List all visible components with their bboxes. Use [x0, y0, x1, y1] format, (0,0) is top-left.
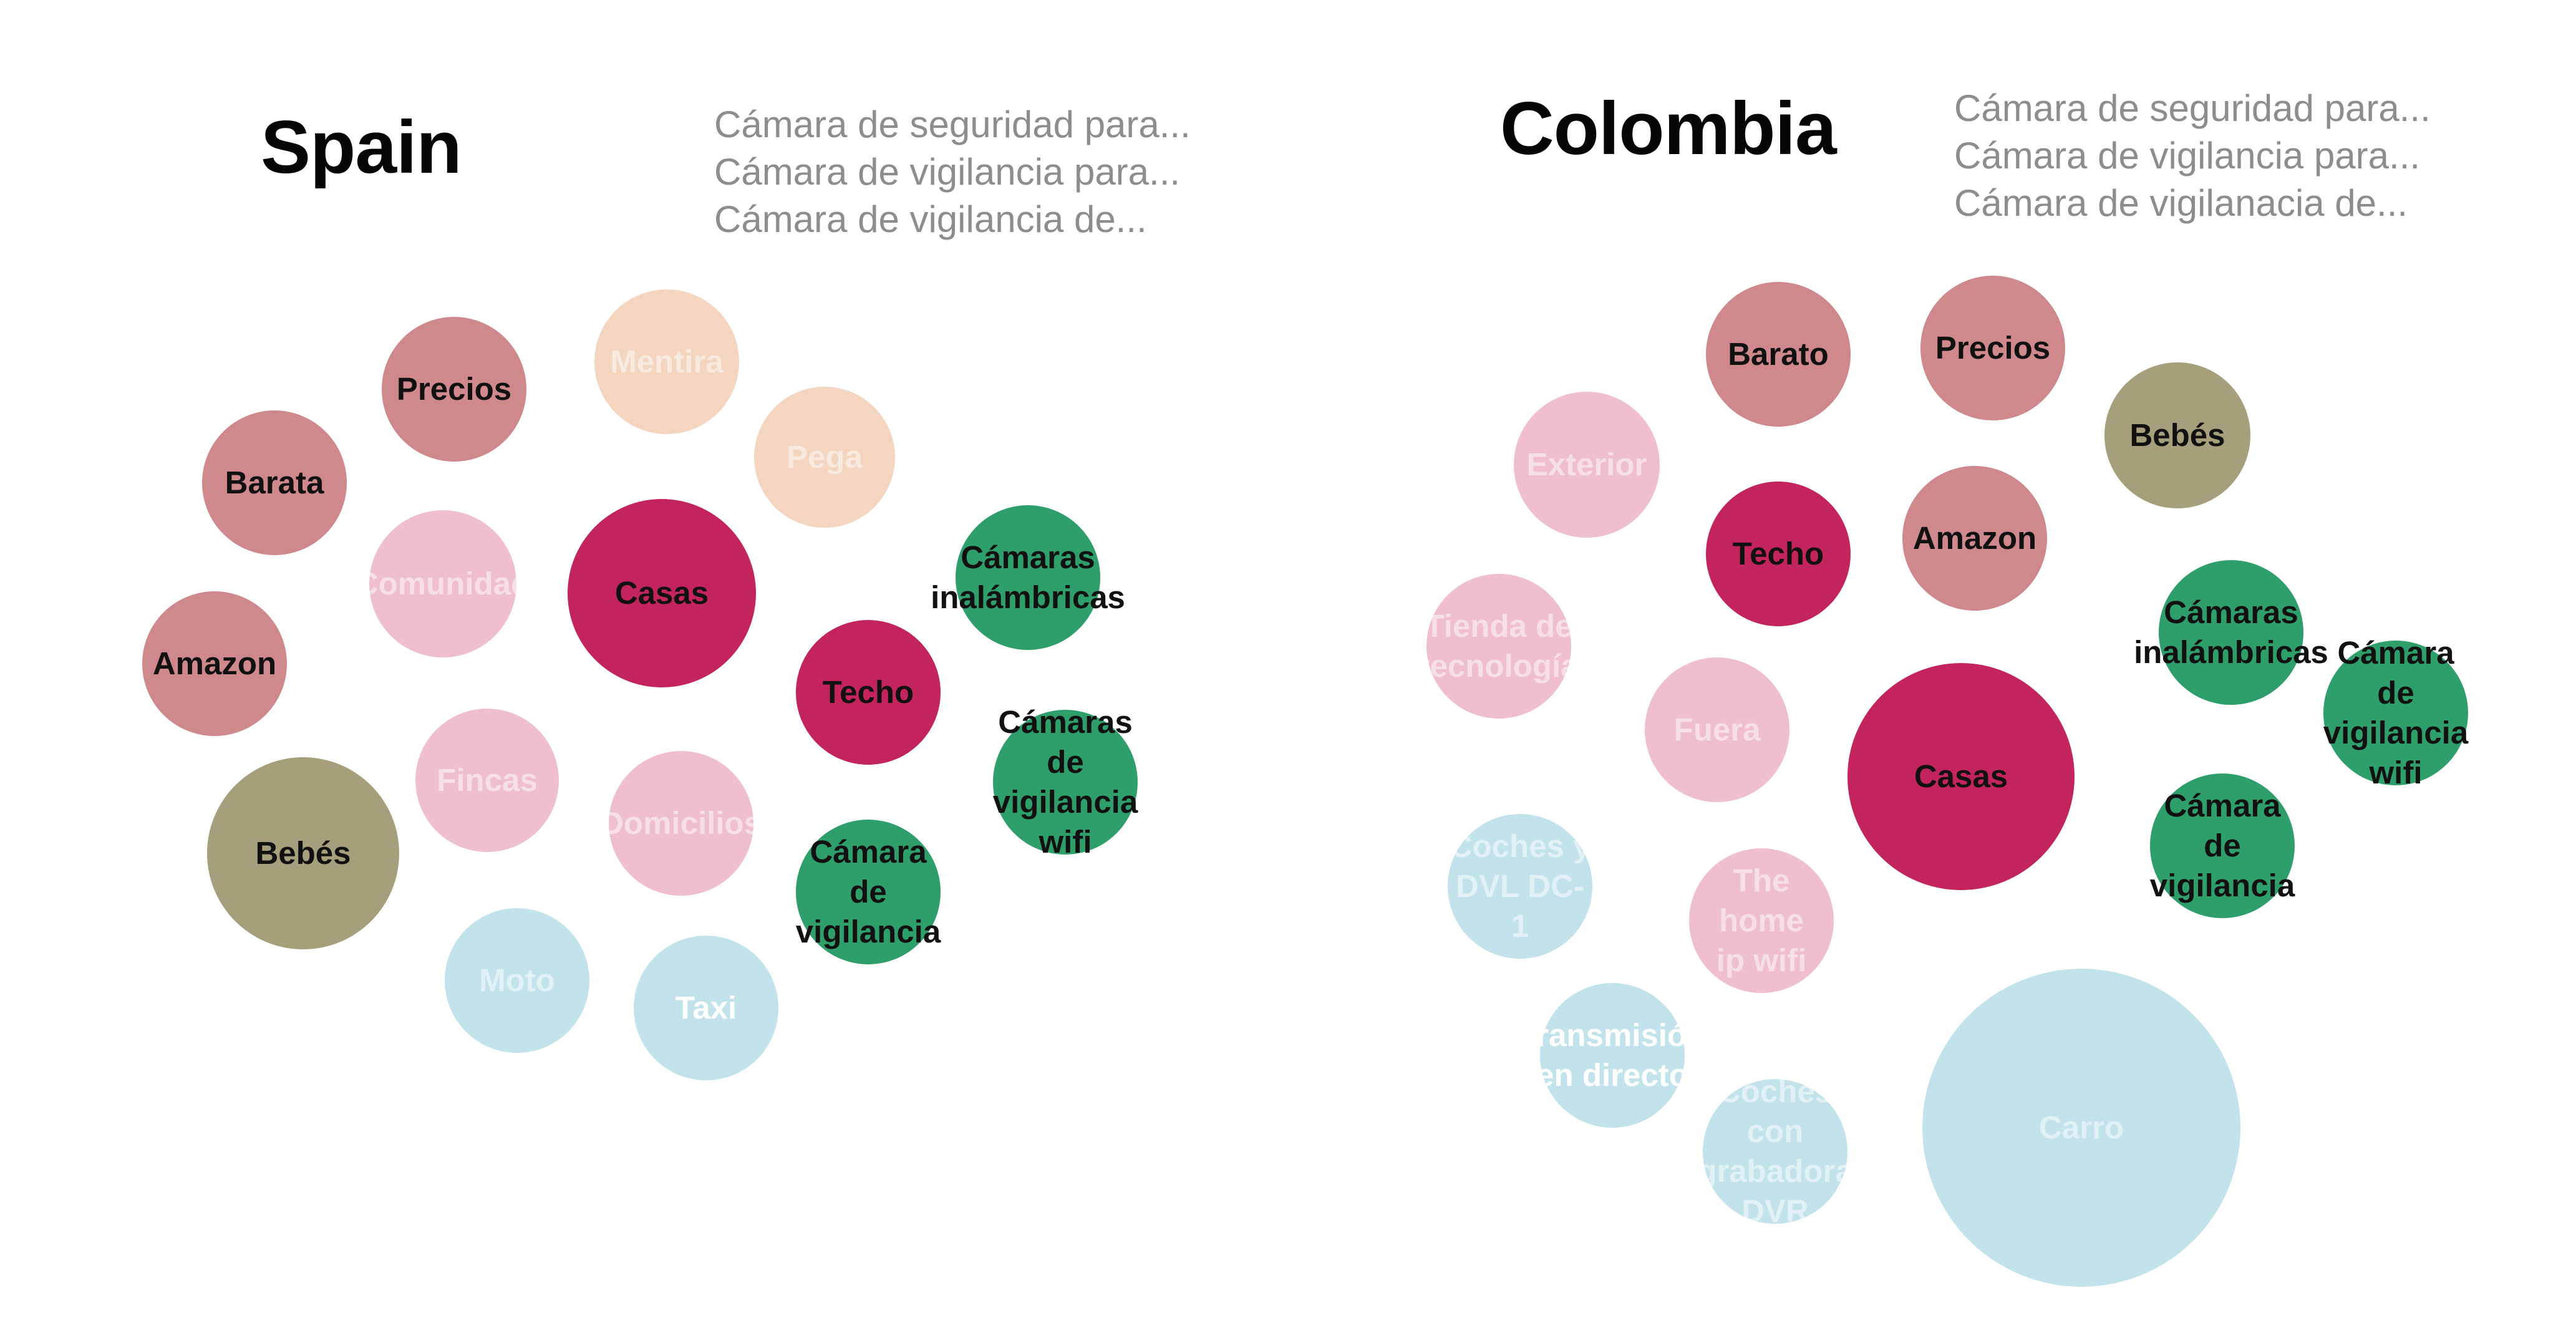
bubble-label: Amazon: [152, 646, 277, 681]
bubble-barata: Barata: [202, 410, 347, 555]
bubble-precios: Precios: [1920, 276, 2065, 420]
bubble-label: Amazon: [1912, 520, 2037, 556]
bubble-casas: Casas: [1847, 663, 2075, 890]
country-title-colombia: Colombia: [1500, 87, 1837, 170]
bubble-moto: Moto: [445, 908, 589, 1053]
bubble-amazon: Amazon: [1902, 466, 2047, 611]
bubble-label: Bebés: [255, 835, 351, 871]
bubble-label: Mentira: [610, 344, 724, 379]
bubble-label: Cámaras inalámbricas: [2134, 594, 2328, 670]
bubble-fincas: Fincas: [415, 709, 559, 852]
bubble-the-home-ip-wifi: The home ip wifi: [1689, 848, 1834, 993]
bubble-pega: Pega: [754, 387, 895, 528]
bubble-camara-vigilancia: Cámara de vigilancia: [796, 820, 941, 964]
bubble-camaras-inalambricas: Cámaras inalámbricas: [931, 505, 1125, 650]
bubble-transmision-en-directo: Transmisión en directo: [1519, 983, 1706, 1128]
bubble-camaras-vigilancia-wifi: Cámaras de vigilancia wifi: [993, 704, 1138, 860]
panel-colombia: Barato Precios Bebés Exterior Techo Amaz…: [1288, 0, 2576, 1318]
bubble-label: Tienda de tecnología: [1419, 608, 1579, 684]
bubble-coches-grabadora-dvr: Coches con grabadora DVR: [1697, 1073, 1852, 1229]
bubble-label: Cámara de vigilancia: [2149, 788, 2295, 903]
bubble-mentira: Mentira: [594, 289, 739, 434]
bubble-bebes: Bebés: [2104, 362, 2250, 508]
bubble-label: Comunidad: [355, 566, 531, 601]
bubble-label: Transmisión en directo: [1518, 1017, 1707, 1093]
bubble-label: Moto: [479, 962, 555, 998]
bubble-precios: Precios: [382, 317, 526, 462]
bubble-label: The home ip wifi: [1716, 863, 1807, 978]
query-item: Cámara de vigilancia para...: [714, 151, 1181, 193]
bubble-label: Fincas: [437, 762, 538, 798]
bubble-label: Bebés: [2129, 417, 2225, 453]
bubble-label: Coches y DVL DC-1: [1449, 828, 1591, 944]
bubble-label: Techo: [1732, 536, 1824, 571]
query-item: Cámara de seguridad para...: [1954, 87, 2431, 129]
bubble-camara-vigilancia: Cámara de vigilancia: [2150, 773, 2295, 918]
bubble-techo: Techo: [796, 620, 941, 765]
query-list-spain: Cámara de seguridad para... Cámara de vi…: [714, 101, 1191, 243]
bubble-label: Fuera: [1673, 712, 1761, 747]
bubble-camara-vigilancia-wifi: Cámara de vigilancia wifi: [2323, 635, 2468, 790]
country-title-spain: Spain: [261, 105, 462, 189]
bubble-domicilios: Domicilios: [601, 751, 762, 896]
bubble-label: Cámaras de vigilancia wifi: [992, 704, 1138, 860]
bubble-label: Carro: [2038, 1110, 2124, 1145]
bubble-carro: Carro: [1922, 969, 2240, 1287]
bubble-label: Precios: [396, 371, 512, 407]
bubble-label: Domicilios: [601, 805, 762, 841]
bubble-coches-dvl: Coches y DVL DC-1: [1448, 814, 1592, 959]
bubble-bebes: Bebés: [207, 757, 399, 949]
bubble-fuera: Fuera: [1645, 657, 1789, 802]
bubble-taxi: Taxi: [634, 936, 778, 1080]
query-list-colombia: Cámara de seguridad para... Cámara de vi…: [1954, 85, 2431, 227]
bubble-label: Cámaras inalámbricas: [931, 540, 1125, 615]
bubble-label: Casas: [614, 575, 709, 611]
panel-spain: Precios Mentira Pega Barata Comunidad Ca…: [142, 101, 1191, 1080]
query-item: Cámara de vigilancia de...: [714, 198, 1147, 240]
bubble-comunidad: Comunidad: [356, 510, 530, 657]
bubble-label: Taxi: [675, 990, 737, 1025]
bubble-label: Barato: [1728, 336, 1829, 372]
bubble-label: Casas: [1914, 758, 2008, 794]
bubble-label: Precios: [1935, 330, 2051, 366]
bubble-label: Pega: [787, 439, 863, 475]
query-item: Cámara de vigilancia para...: [1954, 135, 2421, 177]
query-item: Cámara de vigilanacia de...: [1954, 182, 2408, 224]
bubble-label: Cámara de vigilancia: [795, 834, 941, 949]
bubble-label: Techo: [822, 674, 914, 710]
bubble-label: Exterior: [1526, 447, 1647, 482]
bubble-label: Barata: [225, 465, 324, 500]
bubble-tienda-tecnologia: Tienda de tecnología: [1419, 574, 1579, 719]
bubble-label: Coches con grabadora DVR: [1697, 1073, 1853, 1229]
bubble-label: Cámara de vigilancia wifi: [2323, 635, 2469, 790]
bubble-amazon: Amazon: [142, 591, 287, 736]
bubble-exterior: Exterior: [1514, 392, 1660, 538]
bubble-casas: Casas: [568, 499, 756, 687]
bubble-camaras-inalambricas: Cámaras inalámbricas: [2134, 560, 2328, 705]
bubble-techo: Techo: [1706, 482, 1851, 626]
query-item: Cámara de seguridad para...: [714, 104, 1191, 145]
bubble-barato: Barato: [1706, 282, 1851, 427]
